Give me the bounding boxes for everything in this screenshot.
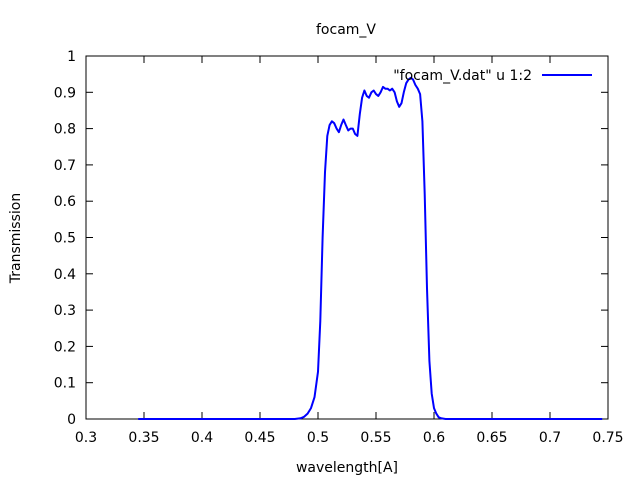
x-tick-label: 0.3 (75, 430, 97, 446)
legend-label: "focam_V.dat" u 1:2 (393, 68, 532, 84)
x-tick-label: 0.7 (539, 430, 561, 446)
x-tick-label: 0.55 (360, 430, 391, 446)
x-tick-label: 0.6 (423, 430, 445, 446)
x-tick-label: 0.45 (244, 430, 275, 446)
x-tick-label: 0.4 (191, 430, 213, 446)
y-axis-ticks: 0 0.1 0.2 0.3 0.4 0.5 0.6 0.7 0.8 0.9 1 (54, 49, 608, 428)
y-tick-label: 0.5 (54, 231, 76, 247)
y-tick-label: 0.9 (54, 85, 76, 101)
y-tick-label: 0.3 (54, 303, 76, 319)
y-tick-label: 0.1 (54, 376, 76, 392)
legend: "focam_V.dat" u 1:2 (393, 68, 592, 84)
series-line (138, 76, 603, 420)
y-tick-label: 0.2 (54, 339, 76, 355)
y-tick-label: 0 (67, 412, 76, 428)
x-tick-label: 0.65 (476, 430, 507, 446)
x-tick-label: 0.75 (592, 430, 623, 446)
plot-frame (85, 55, 609, 420)
y-tick-label: 0.4 (54, 267, 76, 283)
y-tick-label: 0.8 (54, 122, 76, 138)
x-axis-title: wavelength[A] (296, 460, 398, 476)
y-tick-label: 0.6 (54, 194, 76, 210)
x-tick-label: 0.35 (128, 430, 159, 446)
y-tick-label: 1 (67, 49, 76, 65)
y-axis-title: Transmission (8, 193, 24, 284)
chart-title: focam_V (316, 22, 376, 38)
x-axis-ticks: 0.3 0.35 0.4 0.45 0.5 0.55 0.6 0.65 0.7 0.75 (75, 56, 624, 446)
y-tick-label: 0.7 (54, 158, 76, 174)
series-layer (138, 76, 603, 420)
x-tick-label: 0.5 (307, 430, 329, 446)
